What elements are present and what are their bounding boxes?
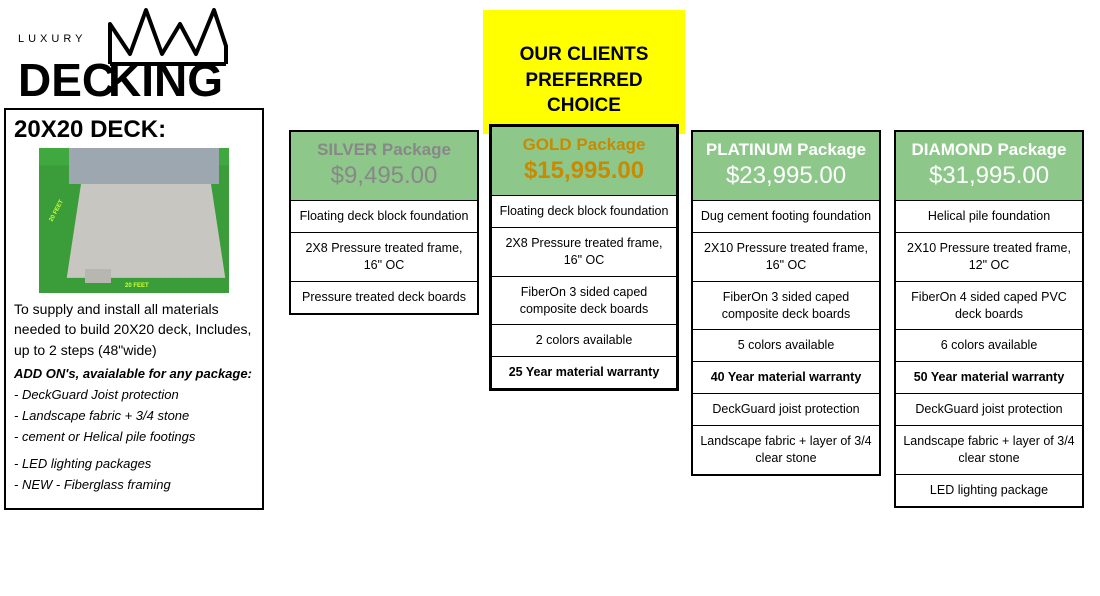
package-platinum-price: $23,995.00 — [697, 162, 875, 190]
package-feature-row: Landscape fabric + layer of 3/4 clear st… — [896, 425, 1082, 474]
package-feature-row: FiberOn 4 sided caped PVC deck boards — [896, 281, 1082, 330]
package-feature-row: Pressure treated deck boards — [291, 281, 477, 313]
logo-king-text: KING — [108, 54, 223, 106]
package-gold-header: GOLD Package $15,995.00 — [492, 127, 676, 195]
crown-logo-svg: LUXURY DEC KING — [18, 6, 228, 106]
addon-item: - Landscape fabric + 3/4 stone — [14, 408, 254, 423]
package-feature-row: DeckGuard joist protection — [693, 393, 879, 425]
package-diamond: DIAMOND Package $31,995.00 Helical pile … — [894, 130, 1084, 508]
package-platinum: PLATINUM Package $23,995.00 Dug cement f… — [691, 130, 881, 476]
addon-list: - DeckGuard Joist protection - Landscape … — [14, 387, 254, 492]
package-feature-row: 2X10 Pressure treated frame, 16" OC — [693, 232, 879, 281]
package-platinum-name: PLATINUM Package — [697, 140, 875, 160]
package-feature-row: Floating deck block foundation — [291, 200, 477, 232]
package-silver: SILVER Package $9,495.00 Floating deck b… — [289, 130, 479, 315]
package-gold: GOLD Package $15,995.00 Floating deck bl… — [489, 124, 679, 391]
package-feature-row: Landscape fabric + layer of 3/4 clear st… — [693, 425, 879, 474]
sidebar-box: 20X20 DECK: 20 FEET 20 FEET To supply an… — [4, 108, 264, 510]
callout-line2: PREFERRED CHOICE — [487, 68, 681, 119]
dimension-label-2: 20 FEET — [125, 283, 149, 289]
package-silver-header: SILVER Package $9,495.00 — [291, 132, 477, 200]
callout-line1: OUR CLIENTS — [487, 42, 681, 68]
addon-item: - DeckGuard Joist protection — [14, 387, 254, 402]
addon-item: - LED lighting packages — [14, 456, 254, 471]
package-feature-row: Floating deck block foundation — [492, 195, 676, 227]
package-diamond-header: DIAMOND Package $31,995.00 — [896, 132, 1082, 200]
package-feature-row: 50 Year material warranty — [896, 361, 1082, 393]
deck-illustration: 20 FEET 20 FEET — [39, 148, 229, 293]
logo-dec-text: DEC — [18, 54, 115, 106]
dimension-label-1: 20 FEET — [49, 199, 65, 223]
package-feature-row: Dug cement footing foundation — [693, 200, 879, 232]
package-feature-row: FiberOn 3 sided caped composite deck boa… — [492, 276, 676, 325]
sidebar-description: To supply and install all materials need… — [14, 299, 254, 360]
logo-luxury-text: LUXURY — [18, 33, 86, 45]
package-feature-row: FiberOn 3 sided caped composite deck boa… — [693, 281, 879, 330]
addon-item: - NEW - Fiberglass framing — [14, 477, 254, 492]
brand-logo: LUXURY DEC KING — [18, 6, 218, 111]
package-feature-row: 2 colors available — [492, 324, 676, 356]
package-feature-row: Helical pile foundation — [896, 200, 1082, 232]
package-feature-row: 2X8 Pressure treated frame, 16" OC — [291, 232, 477, 281]
package-platinum-header: PLATINUM Package $23,995.00 — [693, 132, 879, 200]
addon-item: - cement or Helical pile footings — [14, 429, 254, 444]
package-feature-row: 25 Year material warranty — [492, 356, 676, 388]
package-gold-price: $15,995.00 — [496, 157, 672, 185]
package-feature-row: LED lighting package — [896, 474, 1082, 506]
package-silver-name: SILVER Package — [295, 140, 473, 160]
package-feature-row: DeckGuard joist protection — [896, 393, 1082, 425]
package-silver-price: $9,495.00 — [295, 162, 473, 190]
package-diamond-name: DIAMOND Package — [900, 140, 1078, 160]
package-feature-row: 2X8 Pressure treated frame, 16" OC — [492, 227, 676, 276]
sidebar-title: 20X20 DECK: — [14, 116, 254, 144]
addon-heading: ADD ON's, avaialable for any package: — [14, 366, 254, 381]
package-gold-name: GOLD Package — [496, 135, 672, 155]
package-feature-row: 2X10 Pressure treated frame, 12" OC — [896, 232, 1082, 281]
package-diamond-price: $31,995.00 — [900, 162, 1078, 190]
preferred-callout: OUR CLIENTS PREFERRED CHOICE — [483, 10, 685, 134]
package-feature-row: 5 colors available — [693, 329, 879, 361]
package-feature-row: 6 colors available — [896, 329, 1082, 361]
package-feature-row: 40 Year material warranty — [693, 361, 879, 393]
